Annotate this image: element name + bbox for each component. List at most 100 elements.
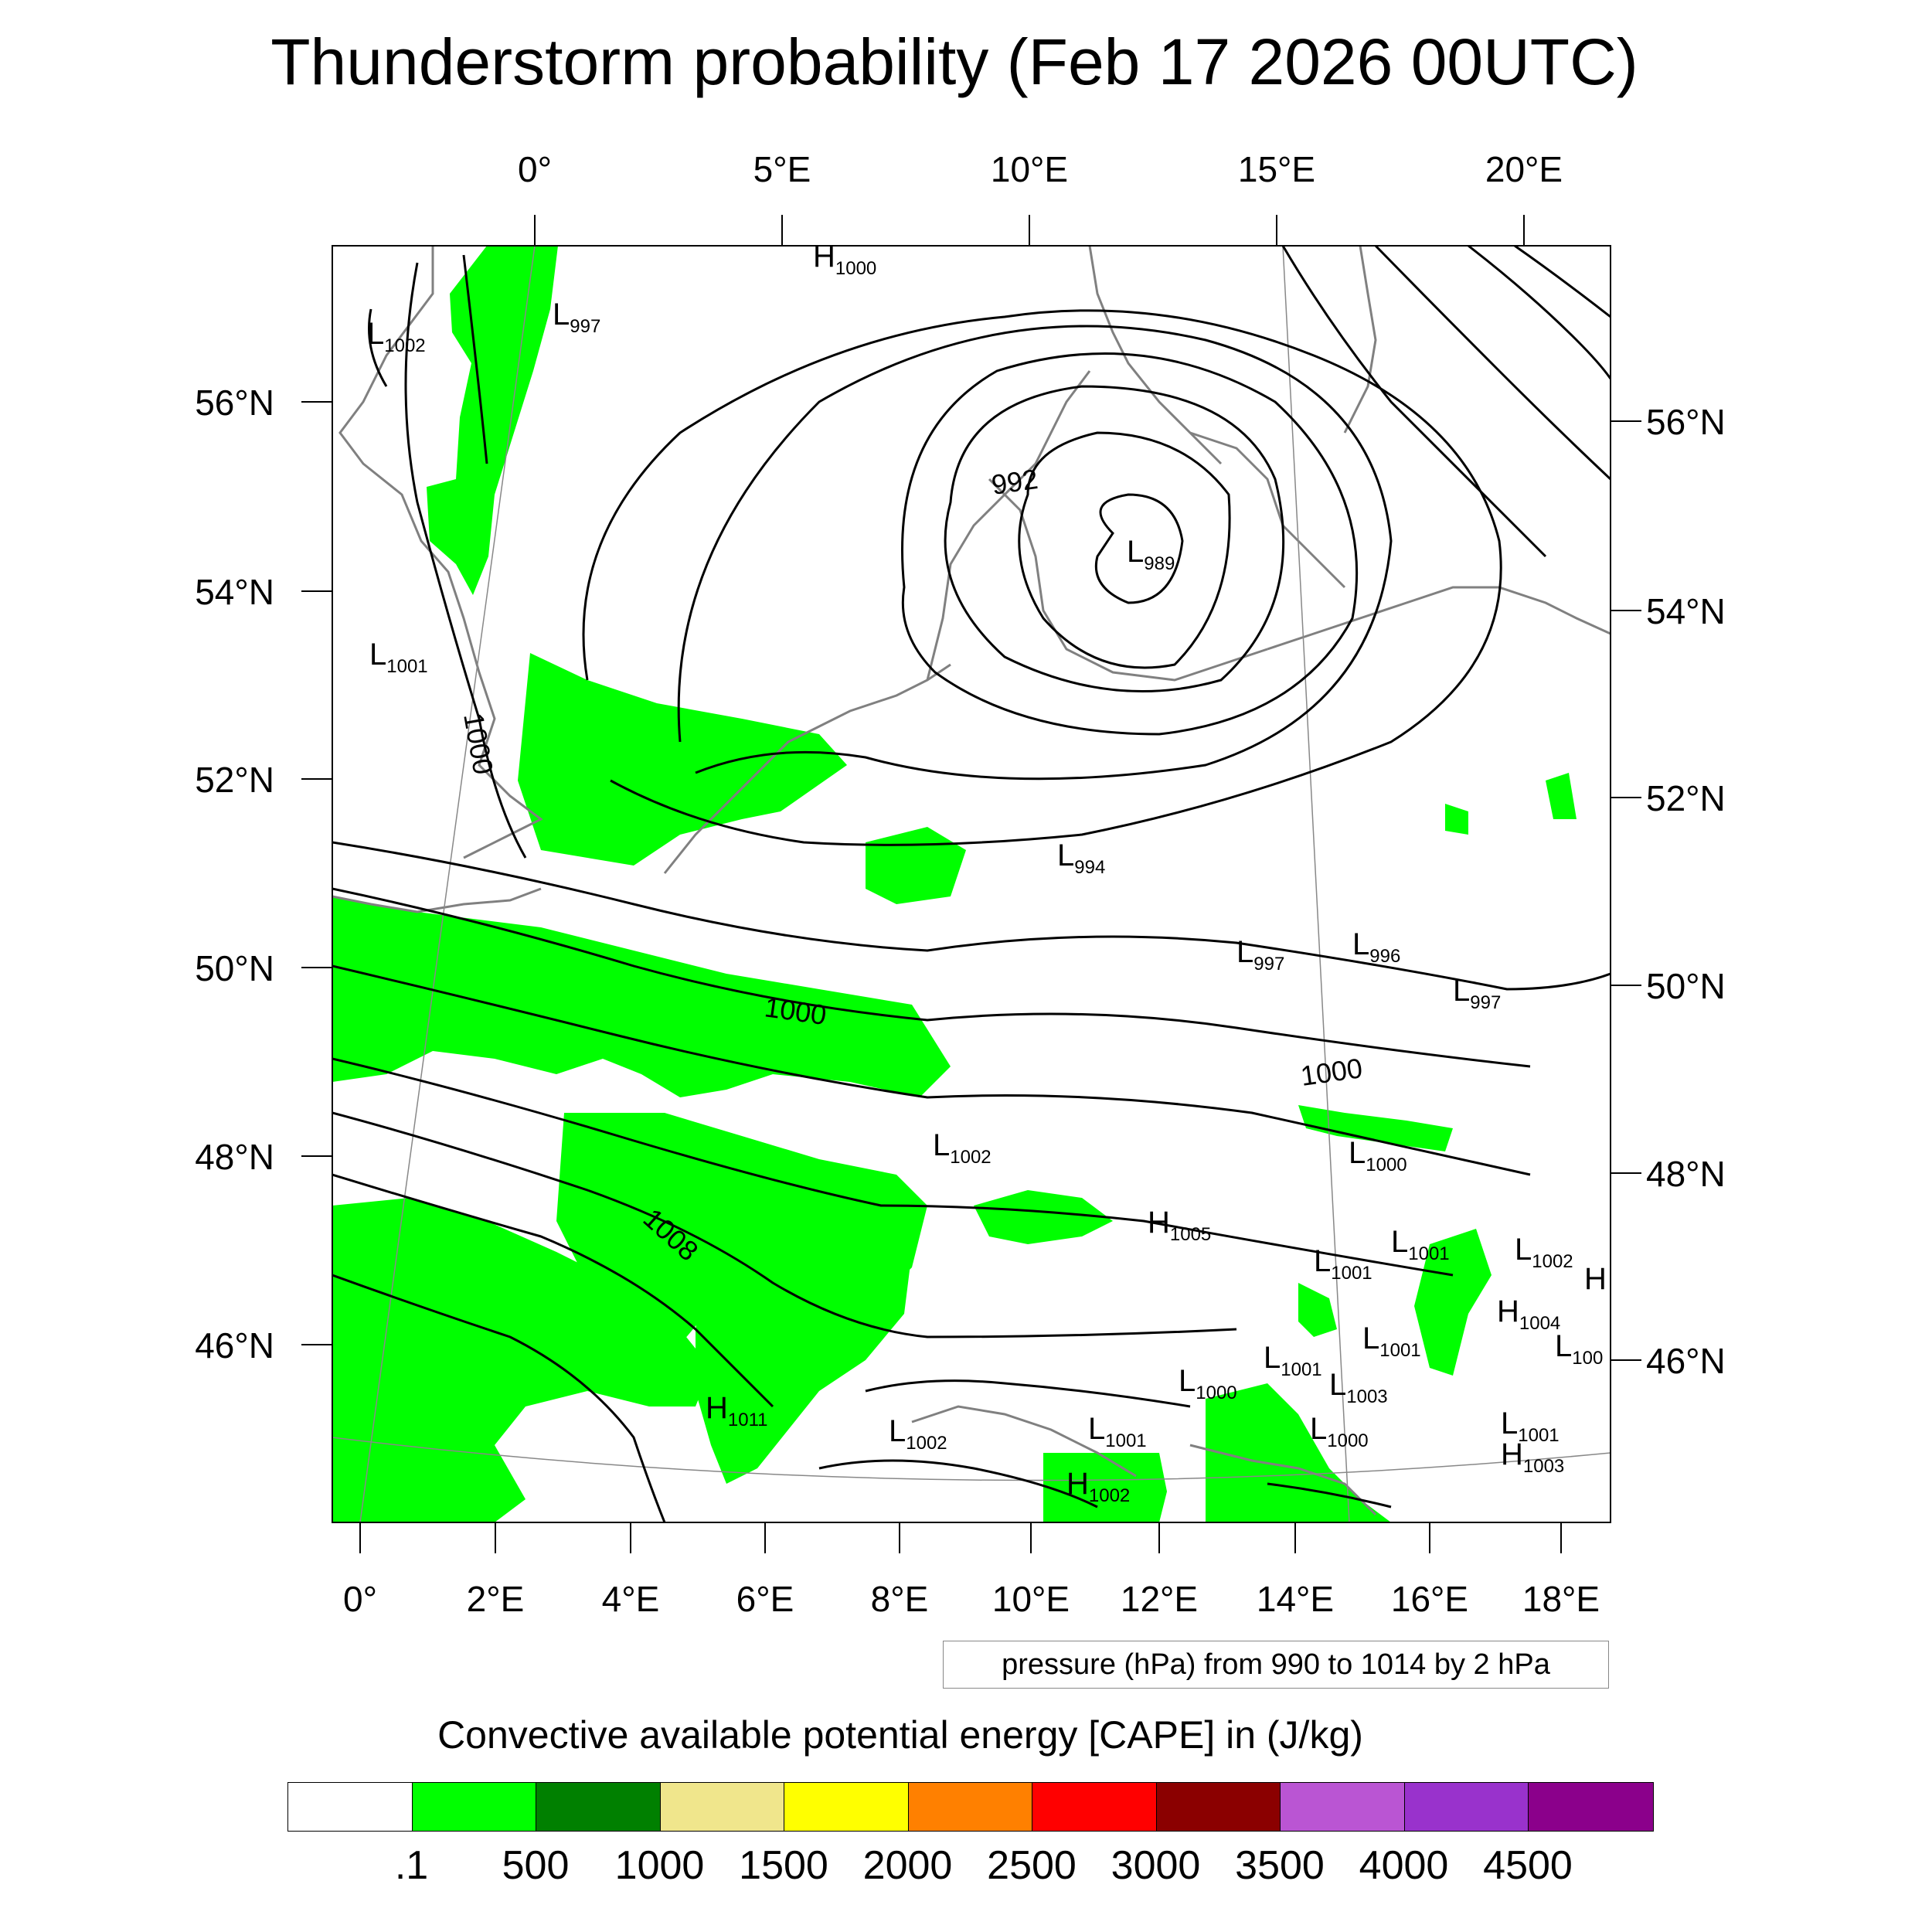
pressure-center: L1001: [1362, 1321, 1421, 1361]
coast-sweden-south: [1189, 431, 1346, 589]
coast-great-britain: [338, 246, 543, 859]
pressure-center: L1002: [367, 317, 426, 356]
colorbar-swatch: [1032, 1783, 1157, 1831]
colorbar-label: 500: [502, 1843, 570, 1888]
bottom-lon-label: 4°E: [602, 1579, 660, 1619]
bottom-lon-label: 16°E: [1391, 1579, 1468, 1619]
isobar-992: [1018, 431, 1231, 669]
bottom-lon-label: 8°E: [871, 1579, 929, 1619]
colorbar-swatch: [784, 1783, 909, 1831]
isobar-low-ring5: [677, 325, 1393, 781]
cape-region-italy: [1206, 1383, 1391, 1522]
pressure-center: L989: [1127, 535, 1175, 574]
pressure-center: L1001: [1501, 1406, 1560, 1446]
colorbar-label: 2000: [862, 1843, 953, 1888]
coast-north-sea-continent: [663, 663, 951, 874]
colorbar-label: 3000: [1111, 1843, 1201, 1888]
top-lon-label: 0°: [518, 149, 552, 189]
cape-region-hungary: [1298, 1283, 1337, 1337]
bottom-lon-label: 14°E: [1257, 1579, 1334, 1619]
colorbar-swatch: [412, 1783, 536, 1831]
pressure-center: L1001: [1088, 1412, 1147, 1451]
pressure-center: L1003: [1329, 1368, 1388, 1407]
isobar-west-3: [368, 308, 388, 387]
pressure-center: H1004: [1497, 1294, 1560, 1334]
pressure-center: L1000: [1179, 1364, 1237, 1403]
top-lon-label: 10°E: [991, 149, 1068, 189]
pressure-center: L996: [1352, 927, 1400, 967]
isobar-band-4: [332, 1057, 1454, 1277]
pressure-center: L1001: [1264, 1341, 1322, 1380]
left-lat-label: 52°N: [195, 760, 274, 800]
colorbar-label: .1: [394, 1843, 429, 1888]
coast-adriatic-east: [1189, 1444, 1377, 1516]
isobar-band-2: [332, 887, 1531, 1068]
left-lat-label: 46°N: [195, 1325, 274, 1366]
cape-region-poland: [1445, 804, 1468, 835]
isobar-west-2: [462, 254, 488, 464]
cape-region-adriatic: [1043, 1453, 1167, 1522]
colorbar-label: 4500: [1483, 1843, 1573, 1888]
graticule-layer: [332, 246, 1611, 1522]
coastline-layer: [332, 246, 1611, 1516]
cape-region-balkan: [1414, 1229, 1492, 1376]
cape-region-alps: [696, 1175, 912, 1484]
page-title: Thunderstorm probability (Feb 17 2026 00…: [270, 26, 1638, 98]
cape-region-north: [427, 246, 558, 595]
pressure-center: L1002: [1515, 1233, 1573, 1272]
colorbar-swatch: [660, 1783, 784, 1831]
colorbar-label: 2500: [987, 1843, 1077, 1888]
isobar-east-1: [1281, 246, 1547, 558]
bottom-lon-label: 10°E: [992, 1579, 1070, 1619]
pressure-center: L1000: [1349, 1136, 1407, 1175]
isobar-east-3: [1468, 246, 1611, 379]
isobar-east-4: [1514, 246, 1611, 318]
pressure-center: L1000: [1310, 1412, 1369, 1451]
pressure-center: L994: [1057, 838, 1105, 878]
colorbar-label: 4000: [1359, 1843, 1449, 1888]
isobar-band-1: [332, 841, 1611, 991]
colorbar-swatch: [536, 1783, 661, 1831]
pressure-center: L1001: [1391, 1225, 1450, 1264]
pressure-center: H: [1584, 1262, 1607, 1296]
bottom-lon-label: 12°E: [1121, 1579, 1198, 1619]
colorbar-swatch: [1281, 1783, 1405, 1831]
bottom-lon-label: 2°E: [467, 1579, 525, 1619]
isobar-south-2: [818, 1459, 1098, 1509]
right-lat-label: 52°N: [1646, 778, 1726, 818]
isobar-layer: [332, 246, 1611, 1522]
pressure-center: L1001: [1314, 1244, 1372, 1284]
bottom-lon-label: 0°: [343, 1579, 377, 1619]
pressure-center: H1011: [706, 1391, 768, 1430]
right-lat-label: 56°N: [1646, 402, 1726, 442]
isobar-low-ring3: [944, 385, 1285, 692]
left-lat-label: 48°N: [195, 1137, 274, 1177]
bottom-lon-label: 6°E: [736, 1579, 794, 1619]
isobar-east-2: [1374, 246, 1611, 481]
contour-caption: pressure (hPa) from 990 to 1014 by 2 hPa: [943, 1641, 1609, 1689]
top-lon-label: 15°E: [1238, 149, 1315, 189]
pressure-center: L997: [1236, 935, 1284, 975]
top-lon-label: 20°E: [1485, 149, 1563, 189]
colorbar-swatch: [1156, 1783, 1281, 1831]
pressure-center: H1000: [813, 240, 876, 279]
coast-baltic-south: [1267, 586, 1611, 651]
pressure-center: H1005: [1148, 1206, 1211, 1245]
isobar-band-5: [332, 1111, 1237, 1338]
coast-england-south: [332, 887, 542, 913]
colorbar-label: 1000: [614, 1843, 705, 1888]
contour-label: 992: [989, 463, 1039, 501]
tick-marks: [301, 215, 1641, 1553]
left-lat-label: 54°N: [195, 572, 274, 612]
bottom-lon-label: 18°E: [1522, 1579, 1600, 1619]
right-lat-label: 48°N: [1646, 1154, 1726, 1194]
isobar-west-1: [404, 262, 527, 859]
isobar-band-7: [332, 1274, 666, 1522]
colorbar: [287, 1782, 1654, 1832]
isobar-band-3: [332, 964, 1531, 1176]
pressure-center: L997: [553, 298, 600, 337]
isobar-low-center: [1094, 493, 1184, 604]
left-lat-label: 56°N: [195, 383, 274, 423]
pressure-center: H1002: [1066, 1467, 1130, 1506]
